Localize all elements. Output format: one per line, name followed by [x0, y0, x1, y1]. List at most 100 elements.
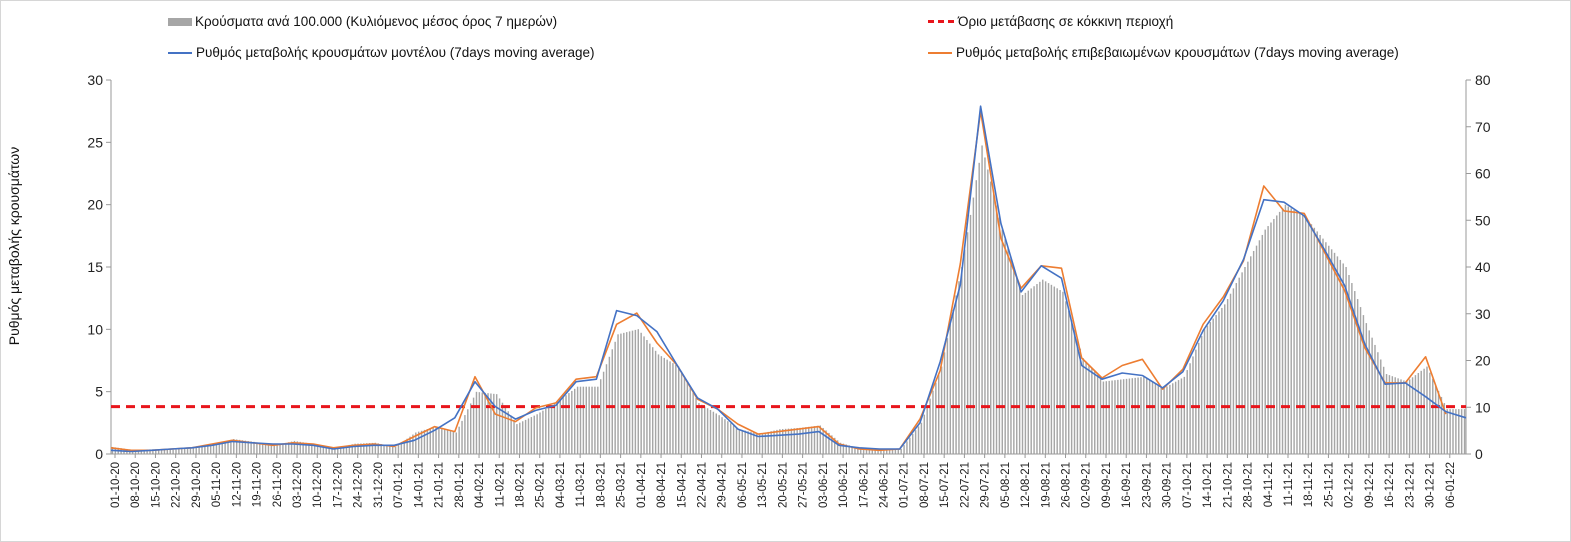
x-axis-tick-label: 11-03-21: [575, 462, 587, 507]
bar: [160, 449, 163, 454]
x-axis-tick-label: 17-12-20: [332, 462, 344, 508]
bar: [443, 429, 446, 454]
bar: [573, 388, 576, 454]
bar: [391, 446, 394, 454]
bar: [1325, 242, 1327, 454]
bar: [605, 364, 608, 454]
x-axis-tick-label: 26-08-21: [1061, 462, 1073, 508]
bar: [631, 330, 634, 454]
bar: [478, 392, 481, 454]
bar: [799, 427, 801, 454]
x-axis-tick-label: 25-03-21: [616, 462, 628, 508]
bar: [1365, 323, 1368, 454]
bar: [565, 395, 567, 454]
bar: [1024, 292, 1027, 454]
bar: [542, 410, 544, 454]
bar: [1322, 238, 1324, 454]
bar: [415, 432, 417, 454]
x-axis-tick-label: 11-02-21: [494, 462, 506, 507]
bar: [389, 445, 391, 454]
bar: [403, 440, 405, 454]
bar: [1264, 229, 1266, 454]
bar: [1356, 299, 1359, 454]
bar: [1406, 381, 1408, 454]
bar: [1307, 220, 1310, 454]
bar: [1166, 386, 1168, 454]
bar: [559, 399, 561, 454]
bar: [215, 444, 218, 454]
bar: [732, 425, 735, 454]
bar: [1001, 229, 1004, 454]
bar: [342, 446, 345, 454]
bar: [172, 449, 174, 454]
bar: [1160, 386, 1162, 454]
bar: [464, 415, 466, 454]
bar: [380, 443, 382, 454]
x-axis-tick-label: 02-12-21: [1344, 462, 1356, 508]
legend-label-cases: Κρούσματα ανά 100.000 (Κυλιόμενος μέσος …: [195, 14, 558, 29]
bar: [805, 427, 807, 454]
bar: [943, 352, 946, 454]
bar: [507, 411, 509, 454]
bar: [1209, 322, 1212, 454]
x-axis-tick-label: 17-06-21: [858, 462, 870, 508]
x-axis-tick-label: 04-03-21: [555, 462, 567, 508]
bar: [1111, 380, 1113, 454]
bar: [1299, 213, 1301, 454]
bar: [1091, 368, 1093, 454]
bar: [851, 446, 853, 454]
bar: [1088, 364, 1090, 454]
bar: [764, 432, 767, 454]
bar: [227, 440, 229, 454]
legend-label-threshold: Όριο μετάβασης σε κόκκινη περιοχή: [958, 14, 1174, 29]
bar: [744, 430, 746, 454]
bar: [1102, 381, 1105, 454]
bar: [654, 350, 657, 454]
bar: [715, 413, 717, 454]
right-axis-tick-label: 70: [1475, 119, 1491, 135]
bar: [790, 428, 793, 454]
bar: [149, 449, 151, 454]
bar: [675, 364, 677, 454]
bar: [1463, 409, 1466, 454]
bar: [1134, 377, 1136, 454]
bar: [472, 397, 475, 454]
bar: [1073, 329, 1076, 454]
bar: [1374, 344, 1376, 454]
bar: [1030, 288, 1032, 454]
bar: [530, 417, 533, 454]
bar: [1140, 377, 1142, 454]
bar: [562, 397, 564, 454]
bar: [1255, 245, 1258, 454]
x-axis-tick-label: 18-03-21: [595, 462, 607, 508]
bar: [313, 444, 316, 454]
x-axis-tick-label: 27-05-21: [798, 462, 810, 508]
right-axis-tick-label: 80: [1475, 72, 1491, 88]
x-axis-tick-label: 16-09-21: [1121, 462, 1133, 508]
bar: [1027, 290, 1030, 454]
bar: [1417, 372, 1420, 454]
bar: [981, 145, 983, 454]
bar: [663, 357, 665, 454]
bar: [524, 419, 527, 454]
bar: [1382, 366, 1385, 454]
bar: [649, 343, 651, 454]
x-axis-tick-label: 10-06-21: [838, 462, 850, 508]
bar: [1229, 293, 1232, 454]
bar: [672, 363, 674, 454]
bar: [325, 446, 327, 454]
bar: [874, 449, 876, 454]
legend-cases-per-100k: Κρούσματα ανά 100.000 (Κυλιόμενος μέσος …: [168, 14, 557, 29]
bar: [1108, 380, 1110, 454]
bar: [1099, 378, 1102, 454]
bar: [683, 376, 686, 454]
bar: [975, 180, 978, 454]
bar: [412, 434, 414, 454]
bar: [1437, 390, 1440, 454]
left-axis-tick-label: 25: [87, 134, 103, 150]
bar: [435, 426, 437, 454]
bar: [221, 442, 223, 454]
bar: [1180, 378, 1183, 454]
bar: [181, 449, 183, 454]
bar: [1125, 378, 1128, 454]
